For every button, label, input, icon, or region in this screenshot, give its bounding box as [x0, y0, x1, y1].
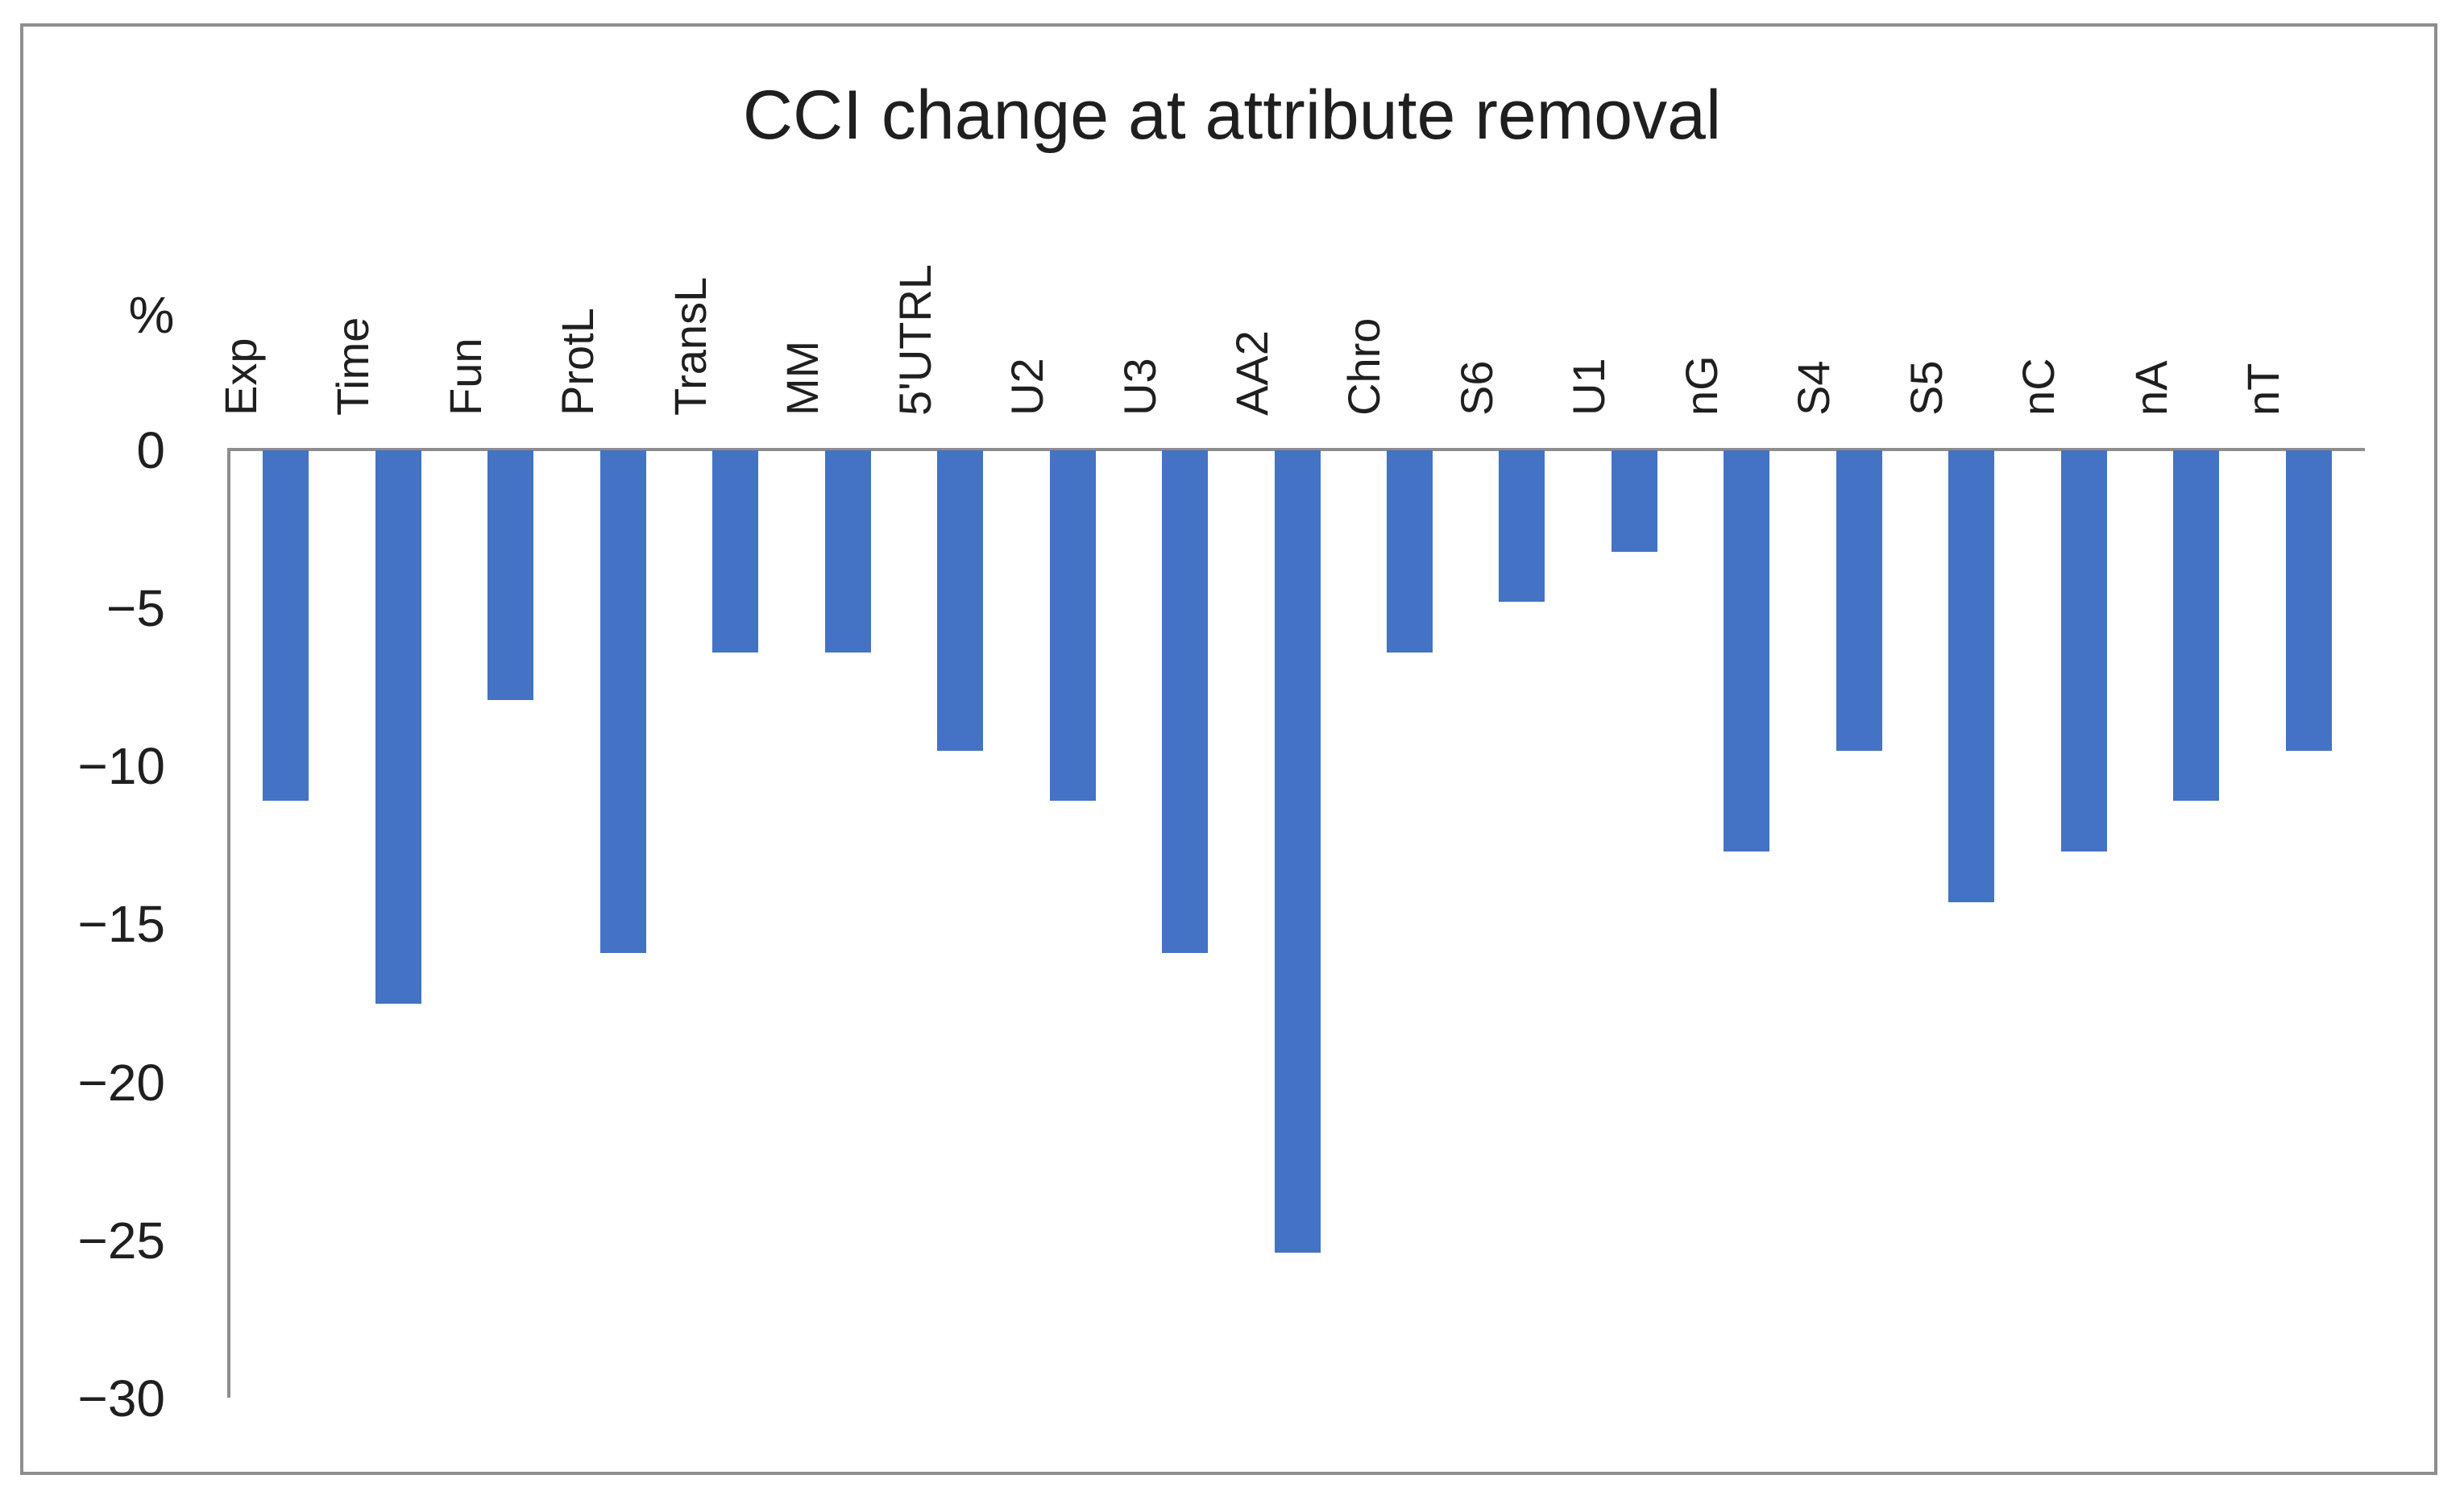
category-label-MM: MM	[777, 340, 828, 416]
category-label-U1: U1	[1563, 358, 1615, 416]
bar-Exp	[263, 450, 309, 801]
bar-Chro	[1386, 450, 1433, 653]
bar-ProtL	[599, 450, 646, 953]
category-label-5'UTRL: 5'UTRL	[889, 263, 940, 416]
category-label-Time: Time	[327, 317, 379, 416]
category-label-U2: U2	[1002, 358, 1053, 416]
y-axis-tick-label: −25	[77, 1211, 165, 1270]
bar-TransL	[712, 450, 759, 653]
category-label-nA: nA	[2125, 360, 2176, 416]
category-label-S4: S4	[1788, 360, 1840, 416]
bar-nC	[2060, 450, 2107, 851]
category-label-nT: nT	[2238, 363, 2289, 416]
y-axis-line	[227, 448, 230, 1398]
y-axis-tick-label: −15	[77, 895, 165, 954]
x-axis-line	[230, 448, 2365, 451]
y-axis-tick-label: −10	[77, 737, 165, 796]
category-label-Chro: Chro	[1338, 317, 1390, 416]
bar-Time	[375, 450, 421, 1004]
bar-5'UTRL	[937, 450, 984, 751]
y-axis-tick-label: −5	[106, 579, 165, 638]
bar-AA2	[1274, 450, 1321, 1253]
y-axis-unit-label: %	[128, 286, 175, 344]
bar-U3	[1162, 450, 1209, 953]
chart-title: CCI change at attribute removal	[742, 77, 1722, 154]
category-label-S5: S5	[1900, 360, 1952, 416]
category-label-nC: nC	[2013, 358, 2064, 416]
bar-Fun	[487, 450, 534, 700]
bar-nT	[2285, 450, 2332, 751]
bar-S6	[1499, 450, 1545, 602]
bar-U2	[1049, 450, 1096, 801]
category-label-U3: U3	[1114, 358, 1165, 416]
chart-frame	[20, 23, 2437, 1475]
category-label-AA2: AA2	[1226, 330, 1277, 416]
category-label-Fun: Fun	[439, 338, 491, 416]
bar-S4	[1836, 450, 1882, 751]
bar-nA	[2173, 450, 2220, 801]
category-label-nG: nG	[1675, 355, 1727, 416]
category-label-S6: S6	[1450, 360, 1502, 416]
y-axis-tick-label: −30	[77, 1369, 165, 1427]
category-label-TransL: TransL	[664, 276, 716, 416]
bar-U1	[1611, 450, 1657, 552]
bar-nG	[1724, 450, 1770, 851]
category-label-ProtL: ProtL	[552, 308, 604, 416]
bar-MM	[824, 450, 871, 653]
y-axis-tick-label: −20	[77, 1053, 165, 1112]
y-axis-tick-label: 0	[136, 421, 165, 479]
bar-S5	[1948, 450, 1995, 902]
category-label-Exp: Exp	[214, 338, 266, 416]
